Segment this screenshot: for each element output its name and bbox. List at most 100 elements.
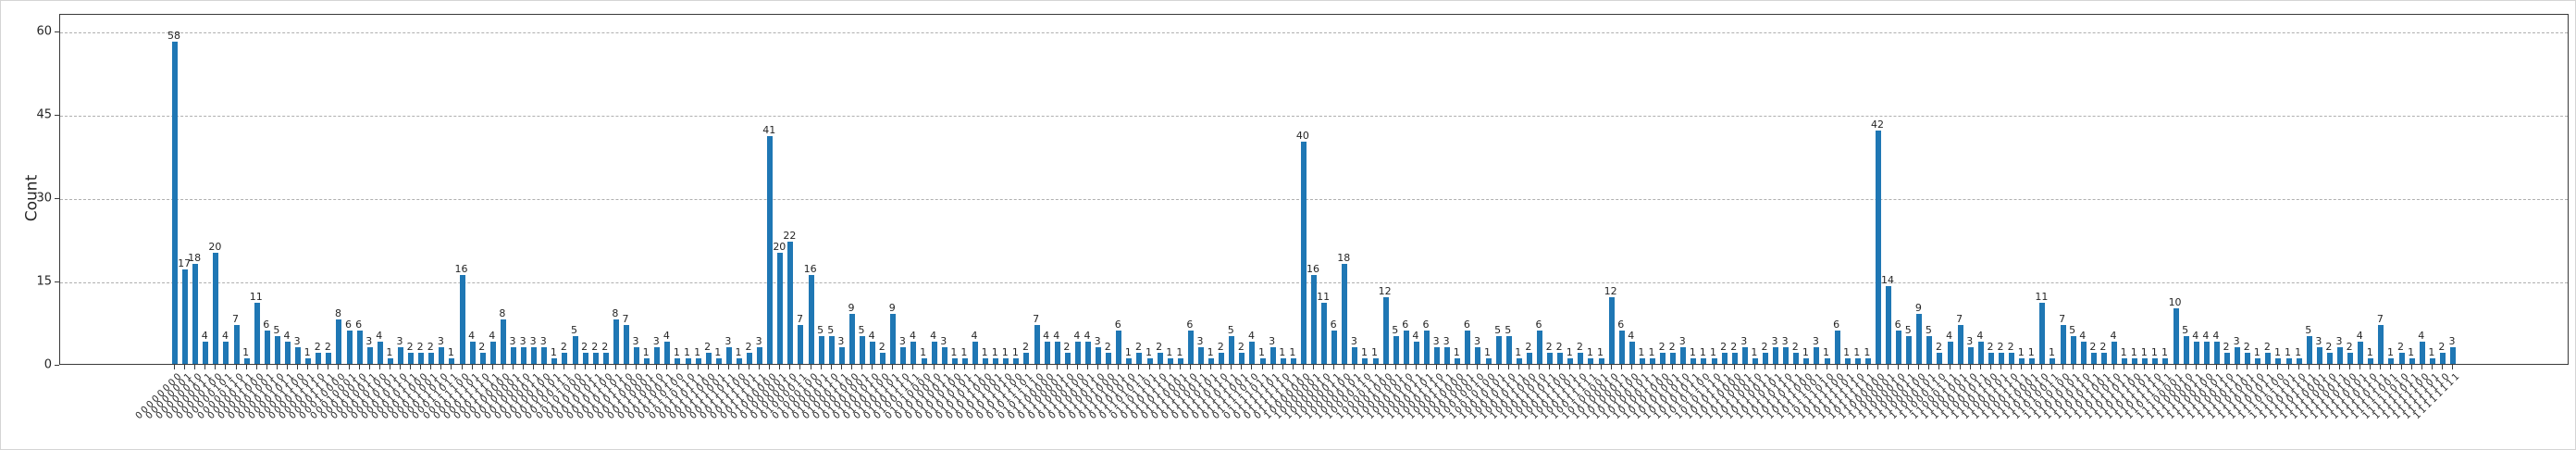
bar-value-label: 1 bbox=[673, 346, 680, 358]
bar bbox=[1999, 353, 2005, 364]
bar bbox=[418, 353, 425, 364]
bar-value-label: 3 bbox=[1432, 335, 1440, 347]
bar bbox=[1731, 353, 1738, 364]
bar bbox=[1475, 347, 1481, 364]
bar-value-label: 2 bbox=[745, 341, 752, 353]
bar bbox=[1177, 358, 1183, 364]
x-axis-tick bbox=[1836, 365, 1838, 369]
bar bbox=[2285, 358, 2292, 364]
bar bbox=[1249, 342, 1256, 364]
bar-value-label: 4 bbox=[489, 330, 496, 342]
bar bbox=[1864, 358, 1871, 364]
bar-value-label: 1 bbox=[991, 346, 998, 358]
bar-value-label: 1 bbox=[1258, 346, 1266, 358]
bar-value-label: 3 bbox=[2315, 335, 2322, 347]
x-axis-tick bbox=[1425, 365, 1427, 369]
bar-value-label: 1 bbox=[2285, 346, 2292, 358]
bar-value-label: 10 bbox=[2168, 296, 2182, 308]
x-axis-tick bbox=[923, 365, 924, 369]
bar bbox=[541, 347, 548, 364]
x-axis-tick bbox=[779, 365, 781, 369]
bar bbox=[1054, 342, 1060, 364]
bar-value-label: 2 bbox=[1761, 341, 1768, 353]
bar bbox=[2183, 336, 2189, 364]
bar bbox=[1854, 358, 1861, 364]
bar-value-label: 17 bbox=[178, 257, 192, 269]
bar-value-label: 3 bbox=[724, 335, 732, 347]
bar-value-label: 1 bbox=[1689, 346, 1696, 358]
bar bbox=[449, 358, 455, 364]
bar bbox=[366, 347, 373, 364]
bar-value-label: 4 bbox=[468, 330, 476, 342]
bar-value-label: 3 bbox=[365, 335, 373, 347]
x-axis-tick bbox=[2072, 365, 2074, 369]
bar bbox=[654, 347, 661, 364]
x-axis-tick bbox=[317, 365, 319, 369]
bar-value-label: 3 bbox=[509, 335, 516, 347]
y-axis-tick bbox=[55, 281, 59, 282]
bar bbox=[223, 342, 229, 364]
x-axis-tick bbox=[543, 365, 545, 369]
bar bbox=[1701, 358, 1707, 364]
x-axis-tick bbox=[1579, 365, 1581, 369]
x-axis-tick bbox=[1076, 365, 1078, 369]
bar bbox=[808, 275, 814, 364]
bar-value-label: 3 bbox=[2233, 335, 2240, 347]
y-tick-label: 15 bbox=[36, 274, 52, 289]
bar bbox=[1957, 325, 1963, 364]
bar-value-label: 11 bbox=[1317, 291, 1331, 303]
bar bbox=[326, 353, 332, 364]
bar bbox=[685, 358, 691, 364]
x-axis-tick bbox=[2113, 365, 2115, 369]
bar bbox=[2358, 342, 2364, 364]
bar-value-label: 2 bbox=[1217, 341, 1224, 353]
x-axis-tick bbox=[1979, 365, 1981, 369]
bar-value-label: 2 bbox=[581, 341, 588, 353]
x-axis-tick bbox=[974, 365, 976, 369]
x-axis-tick bbox=[1148, 365, 1150, 369]
bar bbox=[1393, 336, 1399, 364]
x-axis-tick bbox=[2226, 365, 2228, 369]
bar bbox=[2439, 353, 2446, 364]
x-axis-tick bbox=[533, 365, 535, 369]
x-axis-tick bbox=[1507, 365, 1509, 369]
bar bbox=[1536, 331, 1542, 364]
bar bbox=[993, 358, 999, 364]
x-axis-tick bbox=[1569, 365, 1571, 369]
bar-value-label: 2 bbox=[2089, 341, 2097, 353]
bar bbox=[274, 336, 280, 364]
bar bbox=[1649, 358, 1655, 364]
x-axis-tick bbox=[1733, 365, 1735, 369]
x-axis-tick bbox=[1969, 365, 1971, 369]
bar bbox=[1526, 353, 1532, 364]
y-tick-label: 45 bbox=[36, 107, 52, 122]
x-axis-tick bbox=[1590, 365, 1591, 369]
bar-value-label: 2 bbox=[406, 341, 414, 353]
bar bbox=[1259, 358, 1266, 364]
bar-value-label: 2 bbox=[1791, 341, 1799, 353]
x-axis-tick bbox=[1908, 365, 1910, 369]
bar bbox=[1465, 331, 1471, 364]
bar-value-label: 3 bbox=[1196, 335, 1204, 347]
bar bbox=[1187, 331, 1194, 364]
bar-value-label: 1 bbox=[1853, 346, 1861, 358]
bar-value-label: 1 bbox=[242, 346, 250, 358]
bar-value-label: 6 bbox=[1894, 319, 1901, 331]
bar-value-label: 7 bbox=[1033, 313, 1040, 325]
x-axis-tick bbox=[1056, 365, 1058, 369]
bar-value-label: 3 bbox=[940, 335, 947, 347]
bar bbox=[1844, 358, 1851, 364]
bar-value-label: 1 bbox=[1371, 346, 1379, 358]
x-axis-tick bbox=[2164, 365, 2166, 369]
bar-value-label: 6 bbox=[1463, 319, 1470, 331]
bar-value-label: 2 bbox=[601, 341, 609, 353]
bar bbox=[182, 269, 189, 364]
bar bbox=[469, 342, 476, 364]
bar bbox=[2173, 308, 2179, 364]
x-axis-tick bbox=[491, 365, 493, 369]
x-axis-tick bbox=[872, 365, 873, 369]
bar bbox=[284, 342, 291, 364]
bar bbox=[2203, 342, 2210, 364]
bar bbox=[880, 353, 886, 364]
bar-value-label: 1 bbox=[694, 346, 701, 358]
